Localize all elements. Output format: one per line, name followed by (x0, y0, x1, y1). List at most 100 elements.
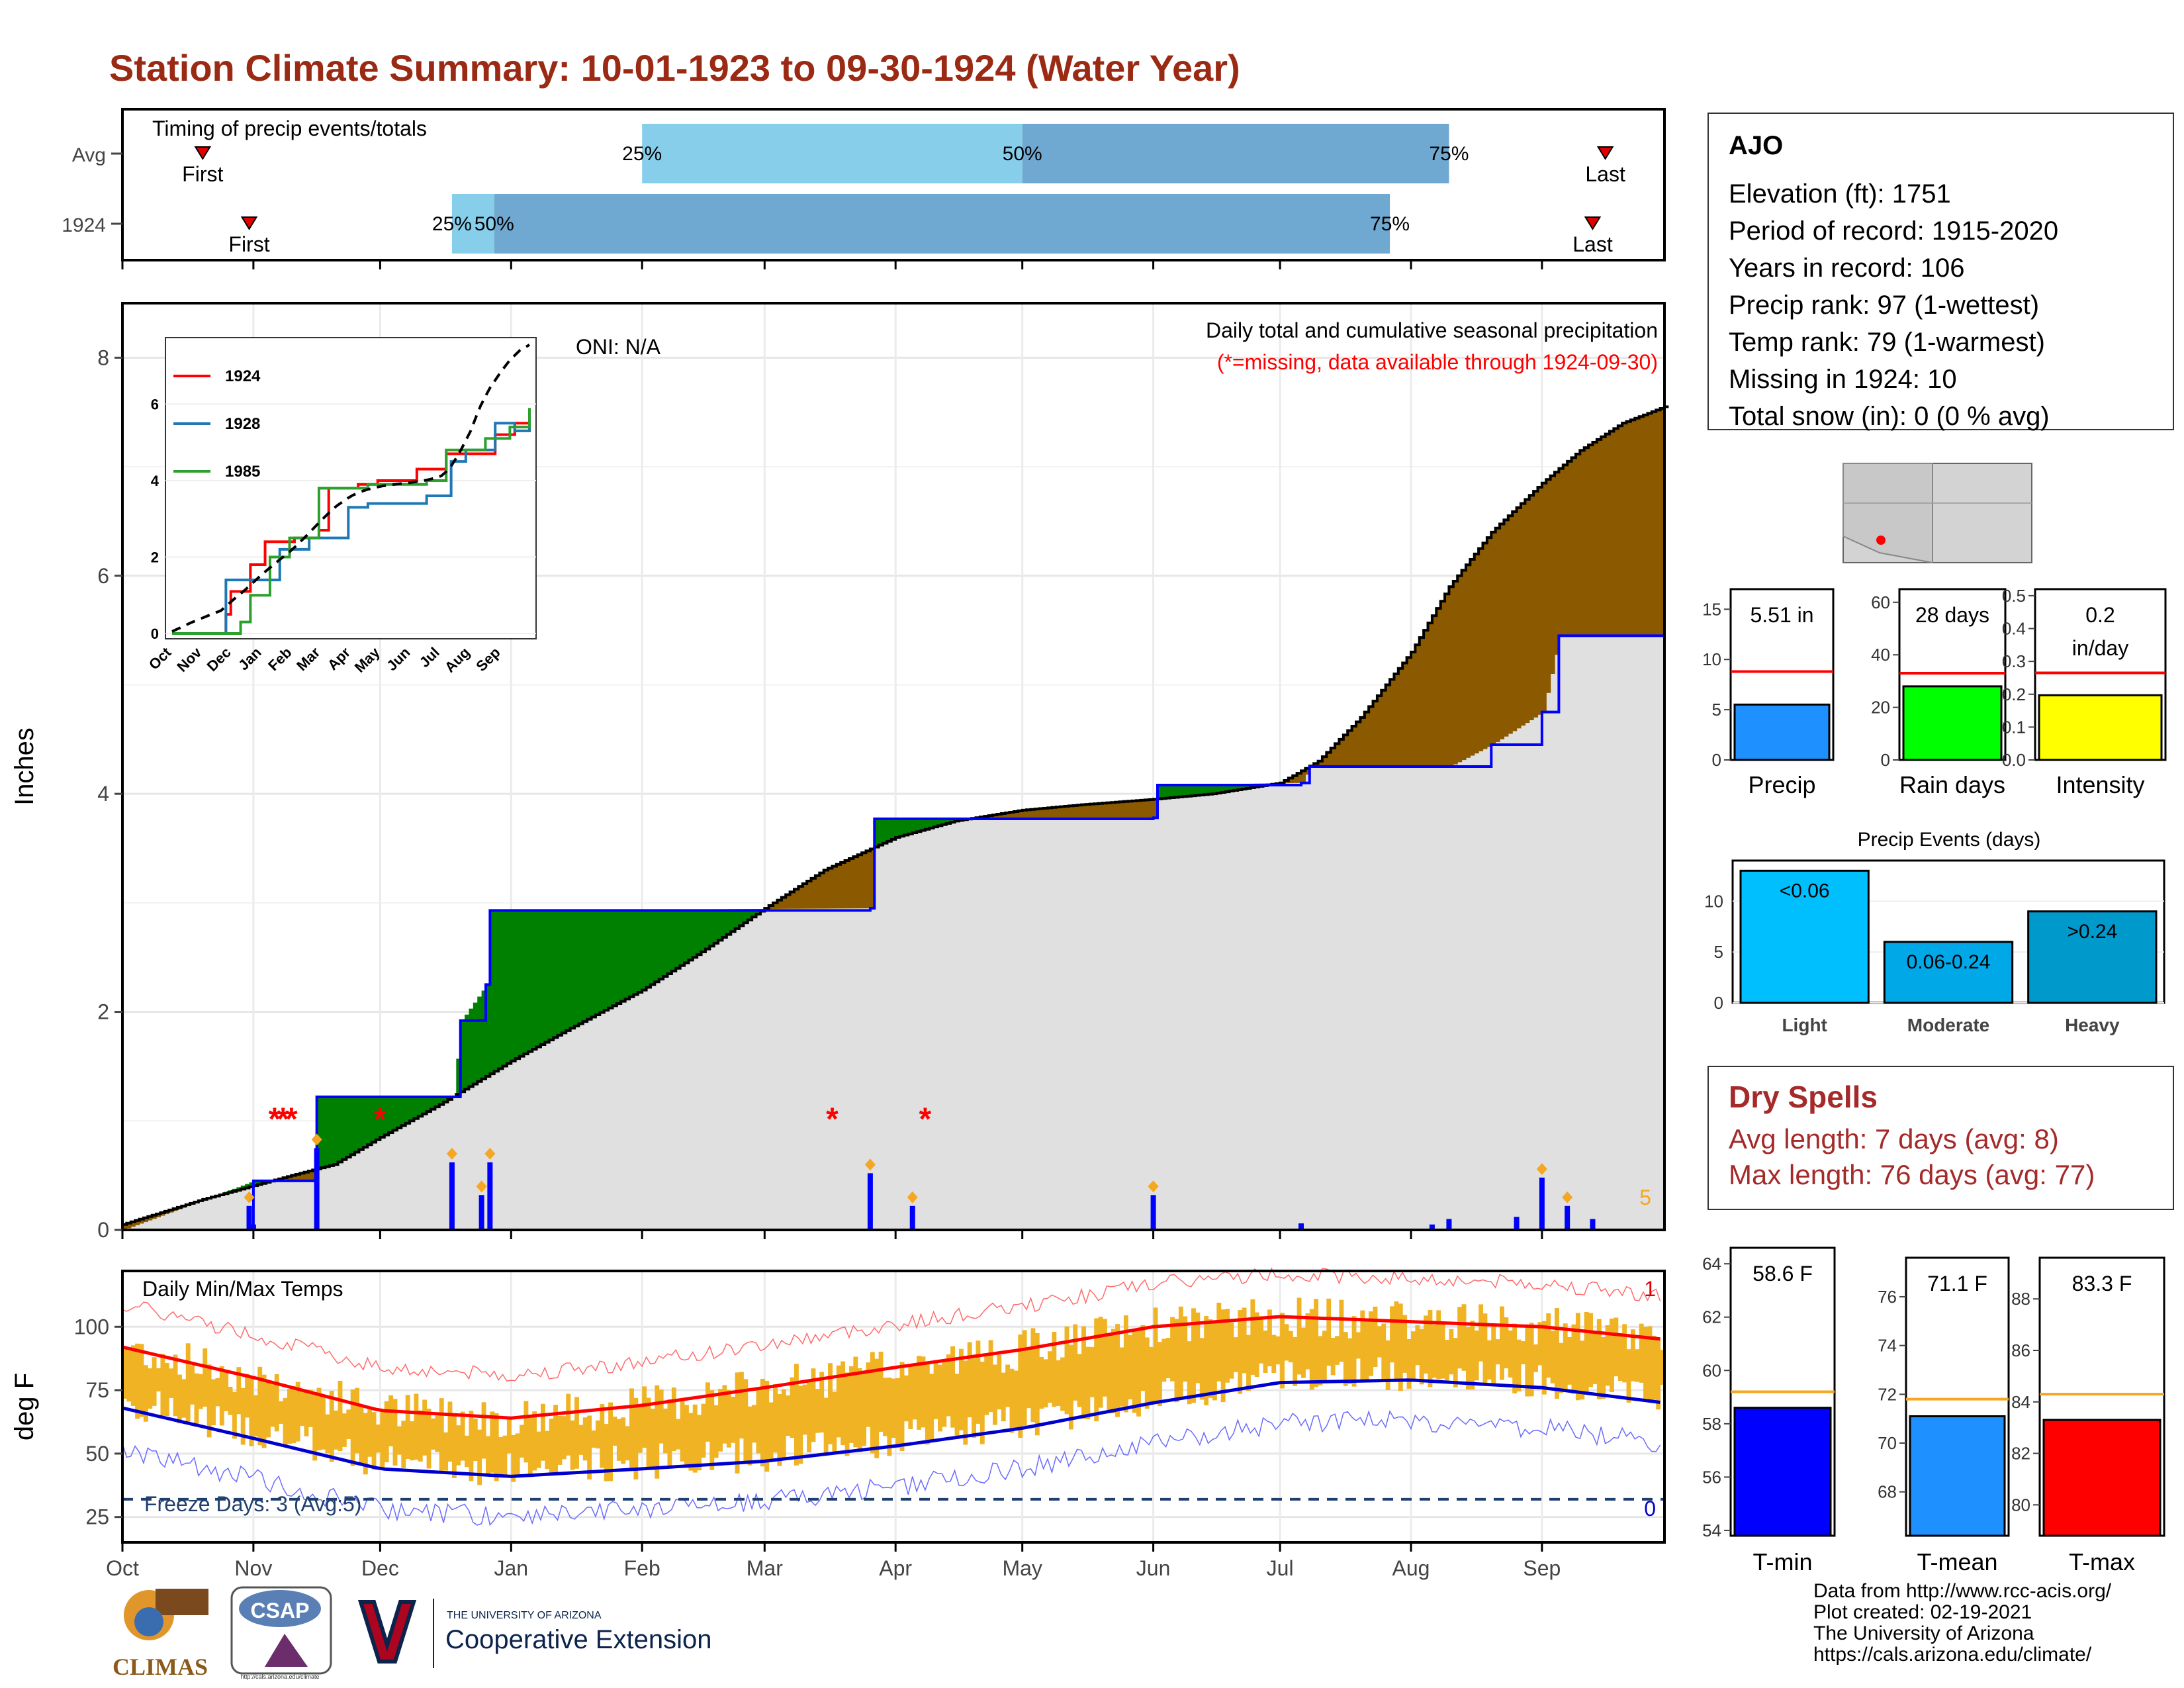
precip-surplus-area (582, 910, 588, 1022)
temp-daily-bar (1394, 1301, 1399, 1380)
station-elevation: Elevation (ft): 1751 (1729, 179, 1951, 209)
precip-summary-2-y-tick-label: 0.0 (2002, 750, 2026, 770)
temp-daily-bar (426, 1409, 432, 1469)
precip-surplus-area (908, 818, 913, 834)
temp-daily-bar (228, 1387, 233, 1415)
precip-deficit-area (857, 855, 862, 909)
temp-summary-2-y-tick-label: 82 (2011, 1444, 2030, 1464)
temp-daily-bar (380, 1409, 385, 1470)
precip-surplus-area (469, 1008, 474, 1087)
precip-surplus-area (426, 1097, 432, 1112)
events-bar (1883, 941, 2014, 1004)
precip-missing-marker: * (826, 1102, 839, 1137)
temp-daily-bar (718, 1389, 723, 1452)
timing-marker-label: First (182, 162, 223, 186)
precip-surplus-area (718, 909, 723, 941)
precip-surplus-area (621, 910, 626, 1002)
temp-summary-2-value-label: 83.3 F (2072, 1272, 2132, 1295)
precip-deficit-area (1107, 802, 1112, 818)
precip-deficit-area (1465, 565, 1471, 758)
precip-surplus-area (929, 818, 934, 828)
temp-daily-bar (1018, 1334, 1023, 1438)
precip-daily-bar (1539, 1177, 1545, 1230)
precip-surplus-area (401, 1097, 406, 1126)
temp-daily-bar (515, 1433, 520, 1476)
events-x-label: Heavy (2065, 1015, 2120, 1035)
temp-daily-bar (1238, 1310, 1243, 1394)
temp-summary-0-y-tick-label: 54 (1702, 1521, 1721, 1540)
precip-summary-0-y-tick-label: 0 (1712, 750, 1721, 770)
precip-surplus-area (380, 1097, 385, 1137)
temp-daily-bar (308, 1389, 313, 1427)
precip-deficit-area (1601, 436, 1606, 636)
temp-daily-bar (1651, 1335, 1657, 1400)
precip-surplus-area (257, 1180, 263, 1185)
precip-summary-0-y-tick-label: 15 (1702, 599, 1721, 619)
precip-deficit-area (156, 1213, 161, 1217)
precip-deficit-area (1301, 771, 1306, 783)
inset-y-tick-label: 4 (151, 473, 159, 489)
precip-daily-bar (909, 1205, 915, 1230)
precip-deficit-area (823, 870, 829, 909)
precip-deficit-area (1056, 807, 1061, 818)
precip-surplus-area (667, 909, 672, 974)
temp-daily-bar (676, 1419, 681, 1450)
precip-deficit-area (798, 886, 803, 909)
temp-daily-bar (401, 1421, 406, 1468)
temp-record-low-count: 0 (1644, 1497, 1656, 1521)
timing-marker-label: First (228, 232, 269, 256)
station-period: Period of record: 1915-2020 (1729, 216, 2059, 246)
precip-surplus-area (520, 910, 525, 1056)
temp-daily-bar (1165, 1338, 1171, 1379)
precip-deficit-area (768, 906, 774, 909)
temp-daily-bar (545, 1430, 550, 1470)
temp-daily-bar (477, 1429, 482, 1485)
timing-row-label: Avg (72, 144, 106, 166)
temp-daily-bar (1233, 1337, 1238, 1372)
precip-surplus-area (515, 910, 520, 1059)
events-title: Precip Events (days) (1858, 829, 2041, 851)
precip-deficit-area (1410, 652, 1416, 767)
temp-daily-bar (469, 1411, 474, 1481)
events-y-tick-label: 10 (1704, 891, 1723, 911)
temp-daily-bar (773, 1383, 778, 1453)
precip-surplus-area (655, 909, 660, 982)
temp-daily-bar (169, 1368, 174, 1398)
temp-freeze-label: Freeze Days: 3 (Avg:5) (144, 1492, 361, 1516)
dry-spells-max: Max length: 76 days (avg: 77) (1729, 1159, 2095, 1190)
precip-daily-bar (1446, 1219, 1452, 1230)
precip-surplus-area (1238, 784, 1243, 790)
temp-daily-bar (1195, 1312, 1201, 1383)
temp-daily-bar (295, 1382, 300, 1442)
temp-daily-bar (1022, 1330, 1027, 1426)
precip-deficit-area (1322, 757, 1327, 767)
temp-daily-bar (160, 1354, 165, 1416)
temp-daily-bar (527, 1417, 533, 1477)
temp-daily-bar (346, 1409, 351, 1440)
temp-daily-bar (1343, 1332, 1348, 1386)
temp-daily-bar (485, 1436, 490, 1475)
precip-deficit-area (1520, 503, 1525, 726)
precip-summary-1-value-label: 28 days (1915, 603, 1989, 627)
precip-surplus-area (747, 909, 752, 920)
temp-daily-bar (1406, 1338, 1412, 1389)
page-title: Station Climate Summary: 10-01-1923 to 0… (109, 47, 1240, 89)
temp-daily-bar (979, 1362, 985, 1444)
precip-heavy-event-marker (1536, 1162, 1547, 1175)
temp-daily-bar (1107, 1334, 1112, 1413)
temp-daily-bar (194, 1373, 199, 1427)
precip-surplus-area (249, 1182, 254, 1187)
precip-deficit-area (1297, 773, 1302, 783)
temp-daily-bar (1508, 1330, 1513, 1378)
precip-surplus-area (1225, 784, 1230, 792)
precip-deficit-area (1541, 483, 1547, 712)
temp-daily-bar (1030, 1328, 1036, 1423)
precip-deficit-area (1102, 803, 1107, 818)
precip-y-tick-label: 4 (97, 782, 109, 806)
temp-daily-bar (950, 1346, 956, 1428)
events-bar (2027, 910, 2158, 1004)
precip-surplus-area (912, 818, 917, 833)
precip-surplus-area (1220, 784, 1226, 793)
precip-surplus-area (709, 909, 715, 947)
temp-daily-bar (895, 1378, 901, 1448)
